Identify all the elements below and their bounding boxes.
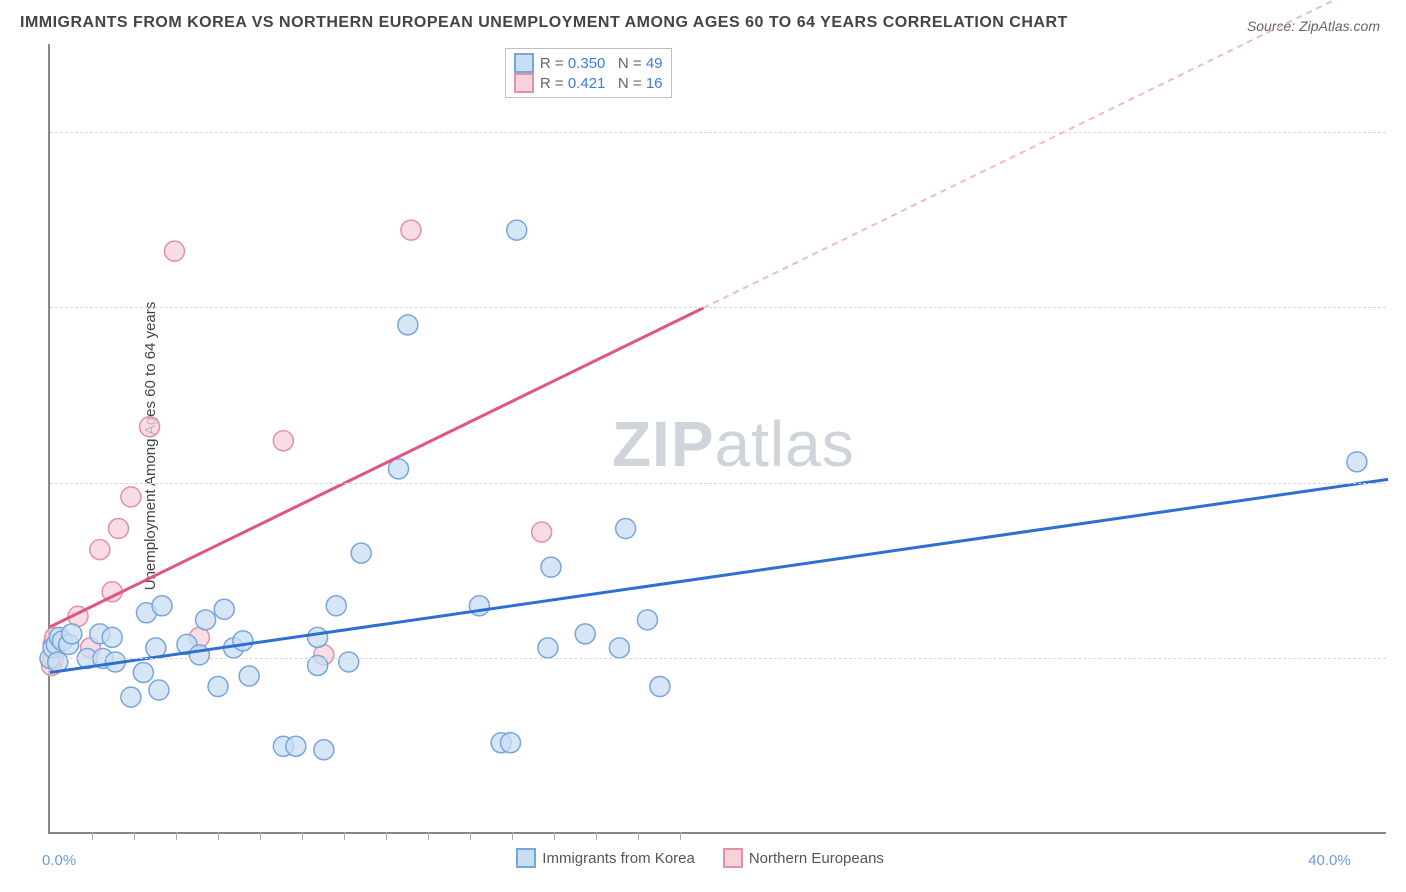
data-point [273, 431, 293, 451]
x-tick [680, 832, 681, 840]
legend-row: R = 0.350 N = 49 [514, 53, 663, 73]
gridline [50, 658, 1386, 659]
x-tick-label: 40.0% [1308, 852, 1351, 869]
x-tick [134, 832, 135, 840]
data-point [616, 519, 636, 539]
data-point [398, 315, 418, 335]
trend-line [50, 308, 703, 627]
data-point [339, 652, 359, 672]
data-point [401, 220, 421, 240]
x-tick [428, 832, 429, 840]
legend-swatch [514, 73, 534, 93]
x-tick [302, 832, 303, 840]
correlation-legend: R = 0.350 N = 49R = 0.421 N = 16 [505, 48, 672, 98]
data-point [149, 680, 169, 700]
data-point [650, 677, 670, 697]
data-point [501, 733, 521, 753]
data-point [507, 220, 527, 240]
data-point [314, 740, 334, 760]
data-point [189, 645, 209, 665]
chart-plot-area: ZIPatlas R = 0.350 N = 49R = 0.421 N = 1… [48, 44, 1386, 834]
legend-swatch [516, 848, 536, 868]
data-point [208, 677, 228, 697]
x-tick-label: 0.0% [42, 852, 76, 869]
data-point [62, 624, 82, 644]
data-point [609, 638, 629, 658]
x-tick [554, 832, 555, 840]
data-point [286, 736, 306, 756]
data-point [121, 687, 141, 707]
trend-line [703, 0, 1388, 308]
data-point [326, 596, 346, 616]
series-label: Immigrants from Korea [542, 850, 695, 867]
source-attribution: Source: ZipAtlas.com [1247, 18, 1380, 34]
series-legend: Immigrants from Korea Northern Europeans [516, 848, 884, 868]
legend-N-label: N = [618, 75, 646, 92]
scatter-plot-svg [50, 44, 1388, 834]
legend-R-label: R = [540, 55, 568, 72]
legend-R-value: 0.421 [568, 75, 606, 92]
trend-line [50, 479, 1388, 672]
data-point [538, 638, 558, 658]
data-point [133, 662, 153, 682]
data-point [637, 610, 657, 630]
series-legend-item: Immigrants from Korea [516, 848, 695, 868]
x-tick [218, 832, 219, 840]
data-point [239, 666, 259, 686]
data-point [575, 624, 595, 644]
data-point [214, 599, 234, 619]
series-label: Northern Europeans [749, 850, 884, 867]
data-point [90, 540, 110, 560]
x-tick [596, 832, 597, 840]
x-tick [92, 832, 93, 840]
legend-swatch [514, 53, 534, 73]
gridline [50, 483, 1386, 484]
source-link[interactable]: ZipAtlas.com [1299, 18, 1380, 34]
data-point [233, 631, 253, 651]
data-point [102, 627, 122, 647]
legend-row: R = 0.421 N = 16 [514, 73, 663, 93]
data-point [541, 557, 561, 577]
legend-N-label: N = [618, 55, 646, 72]
x-tick [512, 832, 513, 840]
data-point [164, 241, 184, 261]
series-legend-item: Northern Europeans [723, 848, 884, 868]
legend-R-label: R = [540, 75, 568, 92]
data-point [108, 519, 128, 539]
x-tick [638, 832, 639, 840]
x-tick [344, 832, 345, 840]
legend-N-value: 49 [646, 55, 663, 72]
gridline [50, 132, 1386, 133]
legend-swatch [723, 848, 743, 868]
data-point [389, 459, 409, 479]
x-tick [386, 832, 387, 840]
legend-N-value: 16 [646, 75, 663, 92]
x-tick [470, 832, 471, 840]
x-tick [260, 832, 261, 840]
data-point [152, 596, 172, 616]
data-point [196, 610, 216, 630]
data-point [351, 543, 371, 563]
legend-R-value: 0.350 [568, 55, 606, 72]
gridline [50, 307, 1386, 308]
x-tick [176, 832, 177, 840]
data-point [1347, 452, 1367, 472]
data-point [121, 487, 141, 507]
data-point [140, 417, 160, 437]
chart-title: IMMIGRANTS FROM KOREA VS NORTHERN EUROPE… [20, 14, 1068, 32]
data-point [532, 522, 552, 542]
data-point [308, 627, 328, 647]
